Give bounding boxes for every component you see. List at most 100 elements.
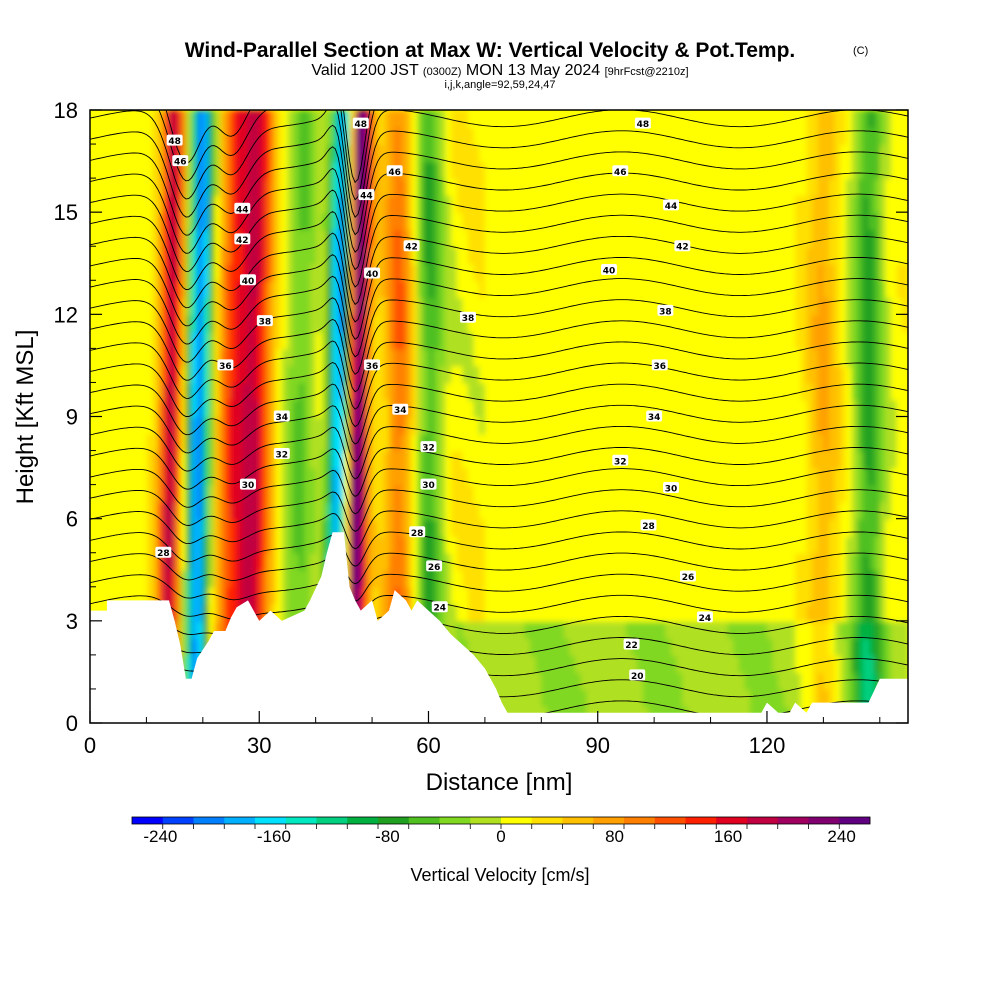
w-cell: [704, 229, 712, 248]
w-cell: [727, 331, 735, 350]
w-cell: [473, 161, 481, 180]
w-cell: [851, 484, 859, 503]
w-cell: [383, 535, 390, 554]
w-cell: [349, 212, 357, 231]
w-cell: [253, 297, 261, 316]
w-cell: [394, 195, 402, 214]
w-cell: [197, 467, 204, 486]
w-cell: [253, 569, 261, 588]
w-cell: [507, 178, 515, 197]
w-cell: [772, 399, 780, 418]
w-cell: [101, 518, 108, 537]
w-cell: [219, 501, 227, 520]
w-cell: [637, 552, 644, 571]
w-cell: [253, 450, 261, 469]
w-cell: [490, 501, 498, 520]
w-cell: [552, 144, 560, 163]
w-cell: [727, 586, 735, 605]
w-cell: [304, 586, 312, 605]
w-cell: [298, 297, 306, 316]
w-cell: [400, 552, 407, 571]
w-cell: [214, 178, 221, 197]
w-cell: [490, 110, 498, 129]
w-cell: [817, 416, 825, 435]
w-cell: [817, 569, 825, 588]
w-cell: [281, 144, 289, 163]
w-cell: [95, 127, 103, 146]
w-cell: [479, 569, 486, 588]
w-cell: [699, 331, 706, 350]
w-cell: [405, 178, 413, 197]
w-cell: [524, 467, 532, 486]
w-cell: [648, 552, 656, 571]
w-cell: [524, 535, 532, 554]
w-cell: [597, 620, 605, 639]
w-cell: [518, 110, 526, 129]
w-cell: [451, 195, 458, 214]
w-cell: [106, 433, 114, 452]
w-cell: [462, 552, 469, 571]
w-cell: [372, 382, 379, 401]
w-cell: [405, 127, 413, 146]
w-cell: [823, 280, 831, 299]
w-cell: [326, 280, 334, 299]
w-cell: [733, 433, 740, 452]
w-cell: [484, 144, 492, 163]
w-cell: [276, 144, 283, 163]
w-cell: [654, 450, 661, 469]
w-cell: [456, 246, 464, 265]
w-cell: [687, 603, 695, 622]
w-cell: [236, 382, 244, 401]
w-cell: [648, 688, 656, 707]
w-cell: [513, 212, 520, 231]
w-cell: [383, 331, 390, 350]
w-cell: [467, 450, 475, 469]
w-cell: [755, 688, 763, 707]
w-cell: [592, 127, 599, 146]
w-cell: [456, 144, 464, 163]
w-cell: [518, 552, 526, 571]
w-cell: [276, 331, 283, 350]
w-cell: [862, 280, 870, 299]
w-cell: [676, 195, 684, 214]
w-cell: [180, 144, 187, 163]
w-cell: [197, 178, 204, 197]
w-cell: [372, 586, 379, 605]
w-cell: [721, 484, 729, 503]
w-cell: [146, 127, 154, 146]
w-cell: [259, 161, 266, 180]
w-cell: [597, 552, 605, 571]
w-cell: [845, 348, 853, 367]
w-cell: [388, 110, 396, 129]
w-cell: [530, 484, 537, 503]
w-cell: [744, 161, 752, 180]
w-cell: [490, 654, 498, 673]
w-cell: [451, 603, 458, 622]
w-cell: [783, 144, 791, 163]
w-cell: [264, 127, 272, 146]
w-cell: [360, 246, 368, 265]
w-cell: [845, 535, 853, 554]
w-cell: [654, 416, 661, 435]
w-cell: [687, 127, 695, 146]
w-cell: [648, 229, 656, 248]
w-cell: [163, 229, 170, 248]
w-cell: [456, 399, 464, 418]
w-cell: [513, 195, 520, 214]
w-cell: [394, 331, 402, 350]
w-cell: [360, 331, 368, 350]
w-cell: [800, 603, 808, 622]
w-cell: [620, 688, 627, 707]
w-cell: [800, 586, 808, 605]
w-cell: [388, 569, 396, 588]
w-cell: [592, 399, 599, 418]
w-cell: [507, 654, 515, 673]
w-cell: [687, 144, 695, 163]
w-cell: [625, 246, 633, 265]
w-cell: [800, 569, 808, 588]
w-cell: [326, 263, 334, 282]
w-cell: [501, 654, 509, 673]
w-cell: [648, 144, 656, 163]
w-cell: [112, 195, 120, 214]
w-cell: [405, 246, 413, 265]
